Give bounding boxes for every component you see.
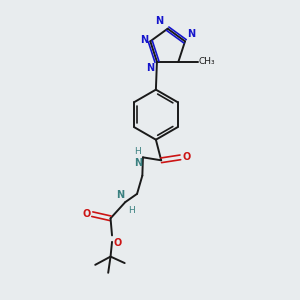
Text: O: O xyxy=(182,152,190,162)
Text: O: O xyxy=(113,238,122,248)
Text: N: N xyxy=(155,16,163,26)
Text: N: N xyxy=(134,158,142,168)
Text: H: H xyxy=(128,206,135,215)
Text: N: N xyxy=(146,63,154,73)
Text: N: N xyxy=(140,35,148,45)
Text: N: N xyxy=(188,29,196,39)
Text: O: O xyxy=(82,209,91,219)
Text: H: H xyxy=(134,147,141,156)
Text: N: N xyxy=(116,190,124,200)
Text: CH₃: CH₃ xyxy=(199,57,215,66)
